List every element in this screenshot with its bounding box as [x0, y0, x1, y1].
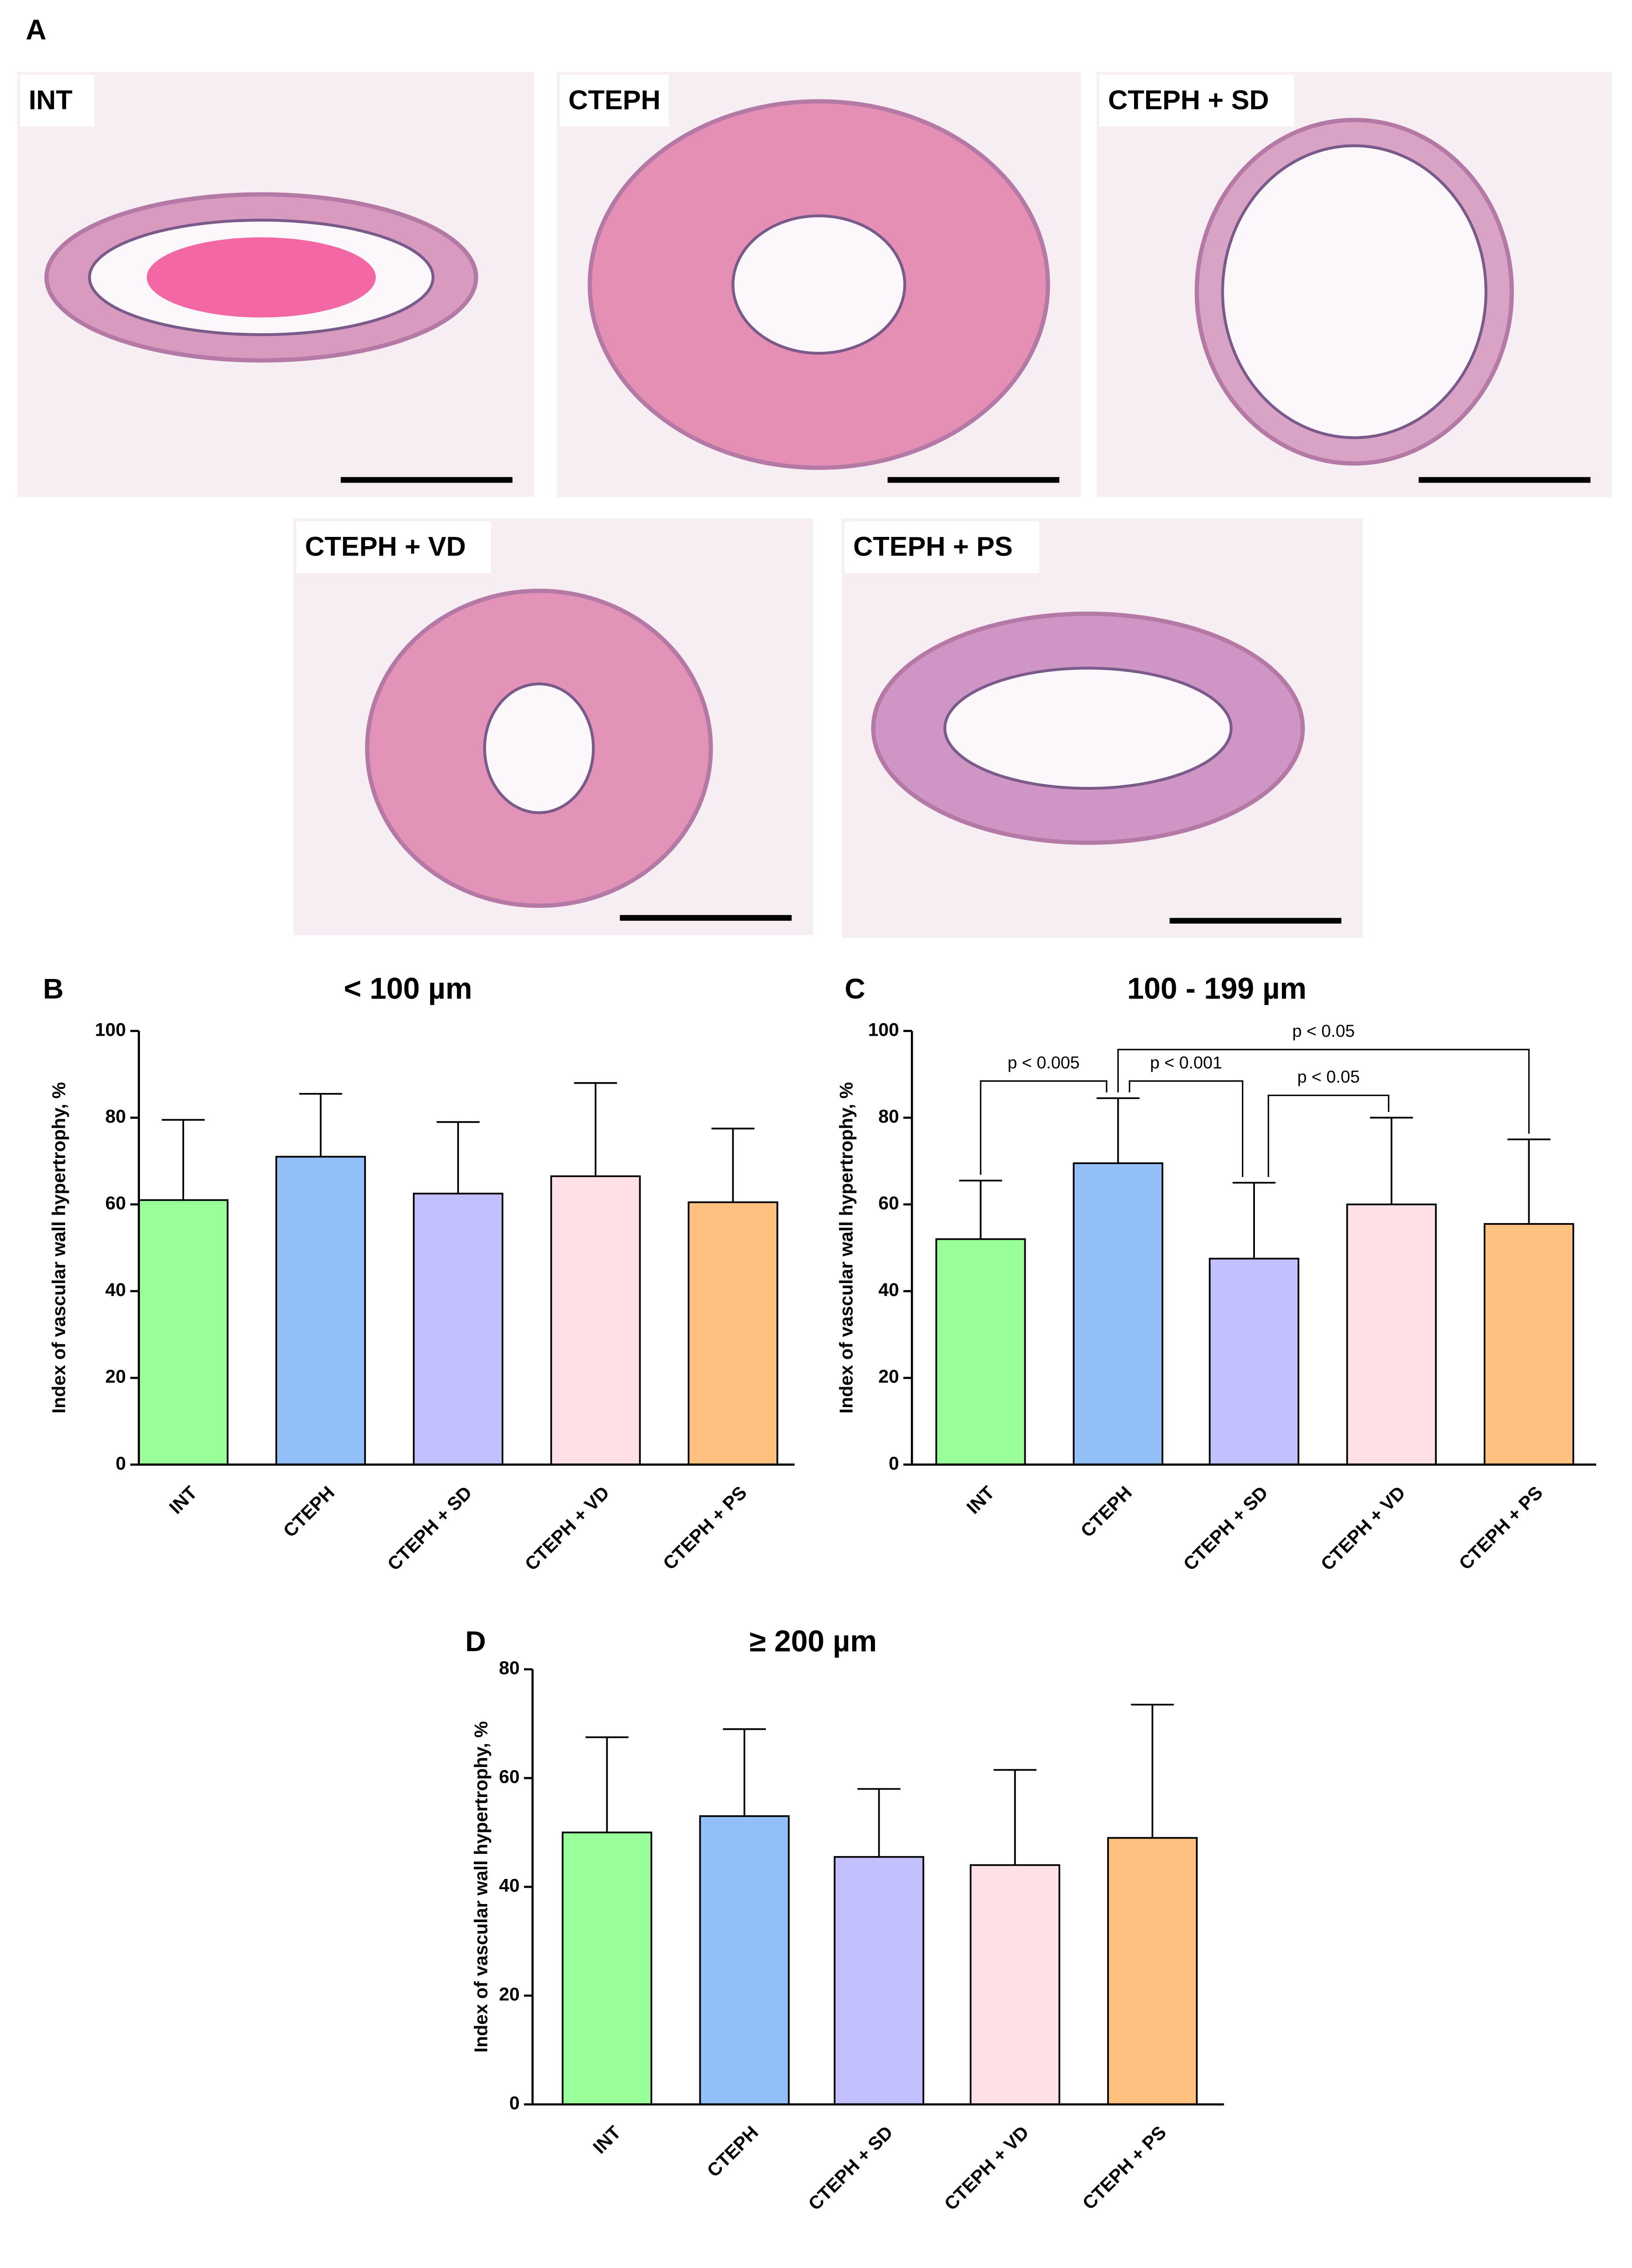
- y-tick-label: 0: [116, 1453, 126, 1474]
- y-tick-label: 100: [868, 1019, 899, 1040]
- image-label: CTEPH + PS: [853, 532, 1013, 562]
- bar: [138, 1199, 229, 1466]
- image-label: CTEPH + SD: [1108, 85, 1269, 115]
- y-axis-label: Index of vascular wall hypertrophy, %: [471, 1721, 491, 2052]
- y-tick-label: 20: [105, 1367, 126, 1387]
- panel-label: D: [465, 1626, 486, 1658]
- chart: C 100 - 199 µm Index of vascular wall hype…: [836, 972, 1597, 1575]
- panel-label: A: [26, 14, 46, 46]
- chart: D ≥ 200 µm Index of vascular wall hypertro…: [465, 1624, 1224, 2215]
- x-tick-label: CTEPH + SD: [804, 2122, 897, 2215]
- x-tick-label: CTEPH + PS: [1455, 1482, 1547, 1574]
- image-label: CTEPH + VD: [305, 532, 466, 562]
- bar: [412, 1192, 504, 1466]
- bar: [1346, 1203, 1437, 1466]
- chart-title: ≥ 200 µm: [750, 1624, 877, 1658]
- y-tick-label: 80: [878, 1106, 899, 1127]
- bar: [1073, 1162, 1163, 1466]
- significance-label: p < 0.001: [1150, 1053, 1222, 1072]
- x-tick-label: CTEPH + VD: [521, 1482, 614, 1575]
- y-tick-label: 20: [499, 1984, 520, 2005]
- x-tick-label: CTEPH + VD: [941, 2122, 1033, 2215]
- chart-title: < 100 µm: [344, 972, 472, 1005]
- x-tick-label: CTEPH: [703, 2122, 763, 2181]
- x-tick-label: CTEPH + SD: [384, 1482, 476, 1575]
- bar: [688, 1201, 778, 1466]
- micrographs: INT CTEPH CTEPH + SD CTEPH + VD CTEPH + PS: [17, 72, 1612, 938]
- significance-bracket: [980, 1080, 1108, 1175]
- y-tick-label: 80: [105, 1106, 126, 1127]
- bar: [1208, 1257, 1300, 1466]
- x-tick-label: CTEPH + PS: [659, 1482, 751, 1574]
- bar: [699, 1815, 790, 2105]
- image-label-box: [1099, 75, 1294, 126]
- vessel-lumen: [943, 667, 1233, 790]
- y-tick-label: 40: [878, 1280, 899, 1300]
- x-tick-label: INT: [589, 2122, 625, 2158]
- y-tick-label: 60: [499, 1767, 520, 1787]
- significance-label: p < 0.005: [1008, 1053, 1080, 1072]
- y-tick-label: 20: [878, 1367, 899, 1387]
- y-tick-label: 80: [499, 1658, 520, 1679]
- chart-title: 100 - 199 µm: [1127, 972, 1307, 1005]
- vessel-lumen: [483, 682, 595, 814]
- y-tick-label: 60: [878, 1193, 899, 1214]
- chart: B < 100 µm Index of vascular wall hypertro…: [43, 972, 795, 1575]
- bar: [562, 1832, 652, 2105]
- image-label-box: [559, 75, 669, 126]
- significance-bracket: [1117, 1049, 1530, 1134]
- vessel-lumen: [731, 214, 906, 355]
- y-tick-label: 0: [889, 1453, 899, 1474]
- x-tick-label: INT: [963, 1482, 999, 1518]
- blood-cells: [146, 237, 376, 317]
- y-tick-label: 40: [105, 1280, 126, 1300]
- significance-bracket: [1267, 1094, 1390, 1177]
- x-tick-label: CTEPH: [279, 1482, 338, 1541]
- image-label: INT: [29, 85, 73, 115]
- image-label-box: [844, 521, 1040, 573]
- panel-label: C: [845, 973, 865, 1005]
- y-tick-label: 60: [105, 1193, 126, 1214]
- bar: [969, 1864, 1061, 2105]
- panel-label: B: [43, 973, 63, 1005]
- y-tick-label: 40: [499, 1876, 520, 1896]
- vessel-lumen: [1221, 144, 1488, 439]
- x-tick-label: CTEPH: [1077, 1482, 1136, 1541]
- bar: [550, 1175, 641, 1466]
- y-axis-label: Index of vascular wall hypertrophy, %: [49, 1082, 69, 1414]
- image-label: CTEPH: [568, 85, 660, 115]
- bar: [275, 1156, 366, 1466]
- bar: [935, 1238, 1026, 1466]
- image-label-box: [20, 75, 95, 126]
- x-tick-label: CTEPH + PS: [1079, 2122, 1170, 2214]
- significance-label: p < 0.05: [1292, 1022, 1355, 1041]
- x-tick-label: CTEPH + VD: [1317, 1482, 1410, 1575]
- significance-bracket: [1128, 1080, 1244, 1177]
- y-tick-label: 100: [95, 1019, 126, 1040]
- y-axis-label: Index of vascular wall hypertrophy, %: [836, 1082, 856, 1414]
- image-label-box: [296, 521, 491, 573]
- y-tick-label: 0: [509, 2093, 519, 2114]
- significance-label: p < 0.05: [1297, 1067, 1360, 1086]
- bar: [1107, 1837, 1198, 2105]
- x-tick-label: CTEPH + SD: [1180, 1482, 1272, 1575]
- bar: [834, 1856, 924, 2105]
- x-tick-label: INT: [166, 1482, 201, 1518]
- bar: [1484, 1223, 1574, 1466]
